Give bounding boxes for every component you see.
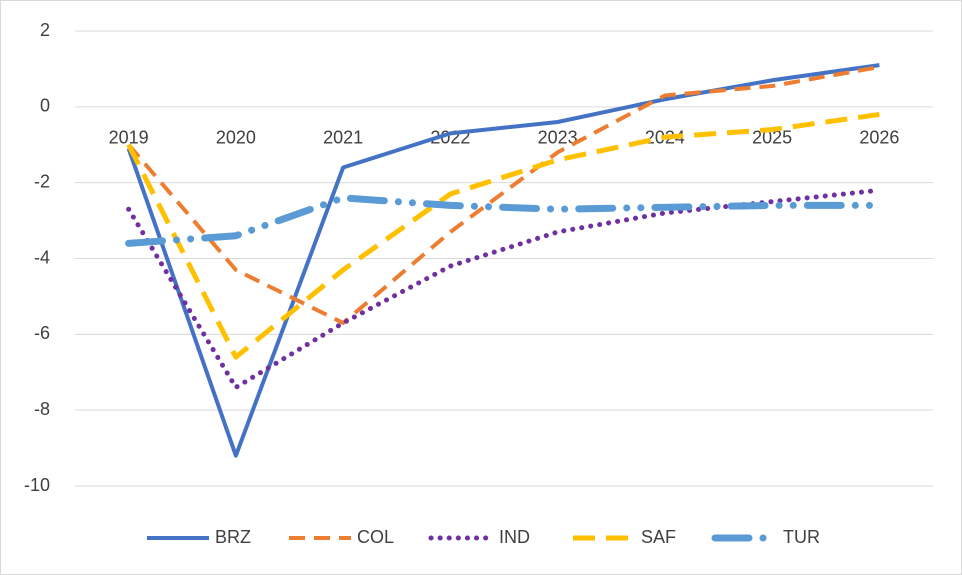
legend-label: SAF (641, 527, 676, 547)
y-tick-label: 0 (40, 96, 50, 116)
legend-label: TUR (783, 527, 820, 547)
y-tick-label: -4 (34, 247, 50, 267)
y-tick-label: -10 (24, 475, 50, 495)
x-tick-label: 2020 (216, 128, 256, 148)
x-tick-label: 2019 (109, 128, 149, 148)
legend-label: IND (499, 527, 530, 547)
x-tick-label: 2026 (859, 128, 899, 148)
legend-label: COL (357, 527, 394, 547)
x-tick-label: 2021 (323, 128, 363, 148)
line-series (126, 63, 880, 458)
legend-label: BRZ (215, 527, 251, 547)
y-tick-label: -8 (34, 399, 50, 419)
line-series (126, 111, 880, 360)
line-series (127, 65, 880, 325)
y-tick-label: -6 (34, 323, 50, 343)
y-tick-label: -2 (34, 171, 50, 191)
x-tick-label: 2023 (538, 128, 578, 148)
y-tick-label: 2 (40, 20, 50, 40)
line-series (125, 194, 883, 247)
